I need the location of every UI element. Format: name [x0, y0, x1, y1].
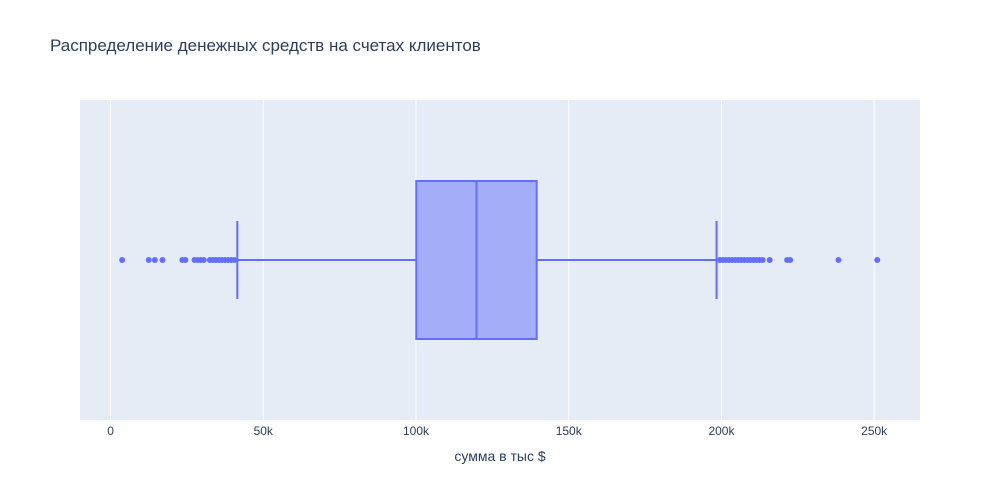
x-axis-title: сумма в тыс $: [454, 448, 545, 464]
outliers: [119, 257, 881, 263]
x-tick-label: 100k: [403, 424, 430, 438]
outlier-point: [145, 257, 152, 263]
outlier-point: [231, 257, 238, 263]
chart-title: Распределение денежных средств на счетах…: [50, 36, 481, 55]
outlier-point: [119, 257, 126, 263]
outlier-point: [766, 257, 773, 263]
outlier-point: [835, 257, 842, 263]
x-tick-label: 250k: [861, 424, 888, 438]
outlier-point: [759, 257, 766, 263]
outlier-point: [874, 257, 881, 263]
box-layer: [236, 180, 718, 340]
outlier-point: [787, 257, 794, 263]
outlier-point: [182, 257, 189, 263]
outlier-point: [200, 257, 207, 263]
x-tick-label: 200k: [708, 424, 735, 438]
x-tick-label: 50k: [254, 424, 274, 438]
x-tick-label: 150k: [556, 424, 583, 438]
x-axis-ticks: 0 50k 100k 150k 200k 250k: [107, 424, 888, 438]
outlier-point: [159, 257, 166, 263]
x-tick-label: 0: [107, 424, 114, 438]
outlier-point: [151, 257, 158, 263]
